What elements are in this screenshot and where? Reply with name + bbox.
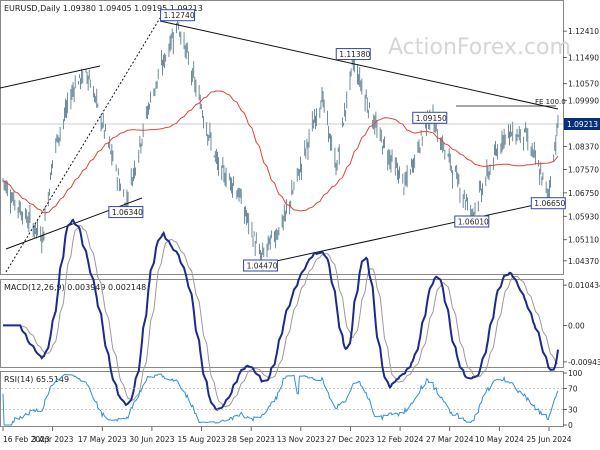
time-tick-label: 16 Feb 2023 (3, 435, 50, 444)
price-axis: 1.12410 1.11490 1.10570 1.09990 1.08370 1.075… (563, 27, 599, 266)
pivot-box (454, 215, 490, 228)
time-tick-label: 30 Jun 2023 (129, 435, 174, 444)
price-tick-label: 1.08370 (568, 143, 599, 152)
pivot-box (108, 206, 144, 219)
trendline-upper-left (0, 65, 101, 89)
time-tick-label: 25 Jun 2024 (526, 435, 571, 444)
macd-lines (3, 218, 559, 411)
macd-tick-label: -0.009436 (568, 358, 600, 367)
macd-panel-frame (0, 279, 564, 368)
macd-tick-label: 0.00 (568, 321, 585, 330)
ma-line (2, 90, 559, 214)
pivot-box (160, 9, 196, 22)
trendline-triangle-bottom (243, 198, 563, 269)
rsi-line (1, 373, 563, 426)
time-tick-label: 27 Dec 2023 (326, 435, 374, 444)
moving-average (2, 90, 559, 214)
price-tick-label: 1.09990 (568, 96, 599, 105)
price-tick-label: 1.04370 (568, 257, 599, 266)
macd-signal-line (3, 224, 559, 408)
price-panel-frame (0, 0, 564, 275)
pivot-label: 1.04470 (247, 262, 278, 271)
watermark: ActionForex.com (388, 35, 571, 60)
rsi-panel-frame (0, 371, 564, 427)
time-tick-label: 13 Nov 2023 (277, 435, 325, 444)
trendline-triangle-top (159, 20, 559, 110)
pivot-label: 1.06010 (458, 218, 489, 227)
time-tick-label: 17 May 2023 (78, 435, 127, 444)
time-tick-label: 28 Sep 2023 (227, 435, 275, 444)
rsi-series-line (2, 373, 559, 426)
pivot-box (243, 259, 279, 272)
macd-line (3, 218, 559, 411)
rsi-header: RSI(14) 65.5149 (4, 375, 69, 384)
trendline-dotted-channel (5, 17, 161, 273)
macd-header: MACD(12,26,9) 0.003949 0.002148 (4, 283, 146, 292)
time-tick-label: 12 Feb 2024 (377, 435, 424, 444)
price-header: EURUSD,Daily 1.09380 1.09405 1.09195 1.0… (4, 4, 203, 13)
pivot-label: 1.09150 (416, 114, 447, 123)
pivot-box (412, 111, 448, 124)
price-tick-label: 1.11490 (568, 53, 599, 62)
price-tick-label: 1.06750 (568, 189, 599, 198)
trendlines (0, 17, 563, 273)
rsi-tick-label: 70 (568, 385, 578, 394)
price-tick-label: 1.12410 (568, 27, 599, 36)
pivot-label: 1.12740 (164, 11, 195, 20)
pivot-label: 1.06340 (112, 208, 143, 217)
price-bars (2, 15, 559, 266)
price-tick-label: 1.07570 (568, 165, 599, 174)
macd-tick-label: 0.010434 (568, 281, 600, 290)
price-tick-label: 1.05110 (568, 236, 599, 245)
rsi-tick-label: 100 (568, 369, 583, 378)
price-tick-label: 1.05930 (568, 212, 599, 221)
fib-label: FE 100.0 (535, 98, 566, 106)
pivot-label: 1.11380 (339, 50, 370, 59)
pivot-box (530, 197, 566, 210)
rsi-tick-label: 0 (568, 421, 573, 430)
time-tick-label: 10 May 2024 (475, 435, 524, 444)
time-tick-label: 27 Mar 2024 (426, 435, 474, 444)
pivot-label: 1.06650 (534, 199, 565, 208)
rsi-tick-label: 30 (568, 405, 578, 414)
macd-axis: 0.010434 0.00 -0.009436 (563, 281, 600, 367)
last-price-box (564, 118, 600, 130)
time-tick-label: 3 Apr 2023 (32, 435, 74, 444)
pivot-labels: 1.12740 1.11380 1.06340 1.04470 1.09150 1.060… (108, 9, 566, 272)
rsi-axis: 100 70 30 0 (563, 369, 583, 430)
time-tick-label: 15 Aug 2023 (178, 435, 226, 444)
pivot-box (335, 48, 371, 61)
last-price-label: 1.09213 (567, 120, 598, 129)
price-tick-label: 1.10570 (568, 80, 599, 89)
